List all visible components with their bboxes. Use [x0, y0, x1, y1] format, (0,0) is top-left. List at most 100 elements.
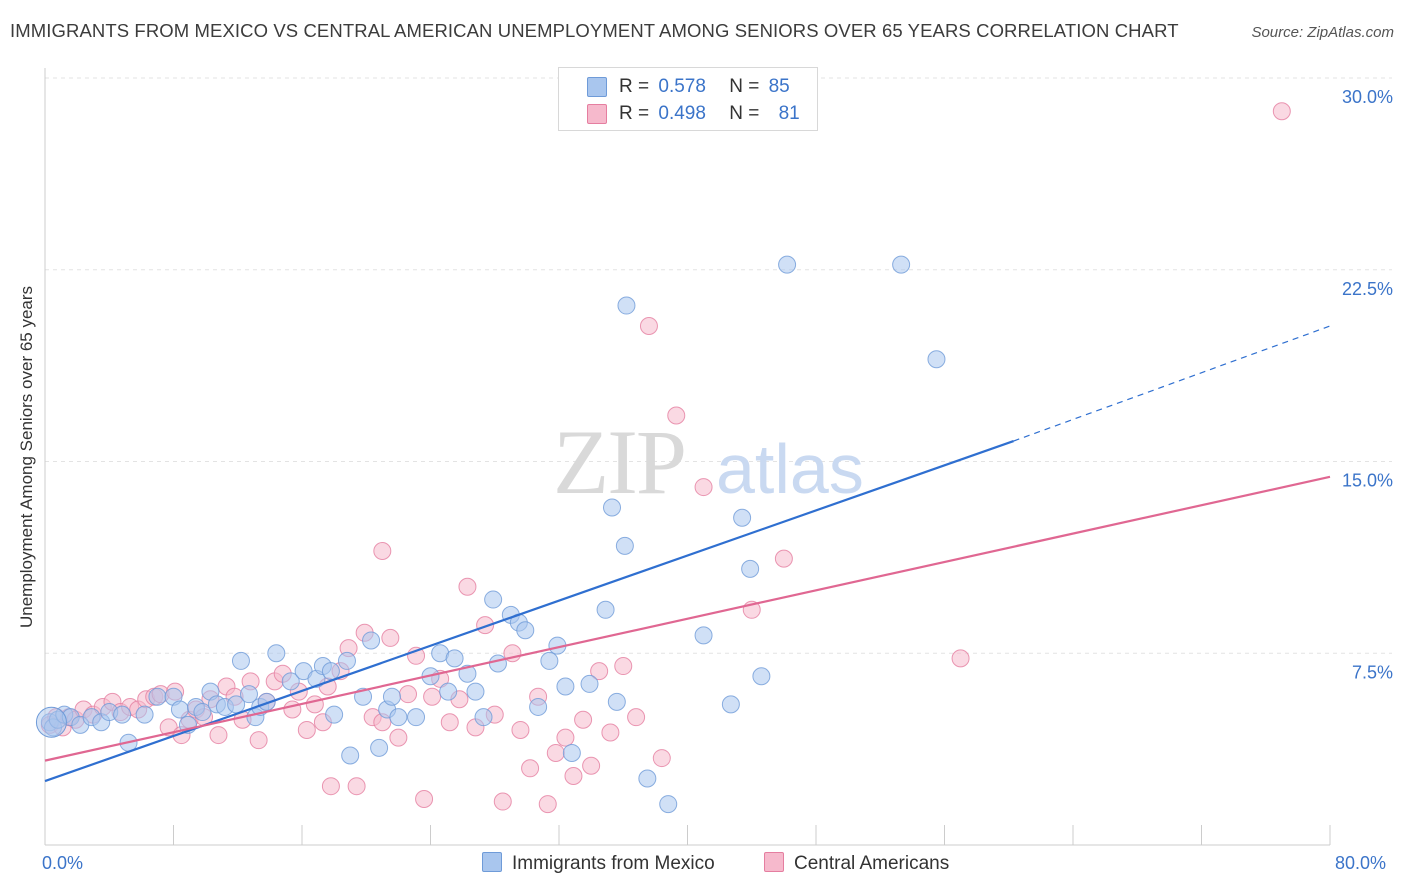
data-point	[267, 644, 286, 663]
watermark-zip: ZIP	[553, 411, 685, 513]
data-point	[281, 672, 300, 691]
legend-r-value: 0.498	[658, 103, 706, 124]
y-tick-label: 22.5%	[1342, 279, 1393, 299]
data-point	[445, 649, 464, 668]
data-point	[778, 255, 797, 274]
data-point	[627, 708, 646, 727]
y-tick-label: 7.5%	[1352, 662, 1393, 682]
trend-line-central	[44, 475, 1331, 762]
mexico-points	[35, 255, 946, 814]
data-point	[466, 682, 485, 701]
data-point	[580, 674, 599, 693]
data-point	[607, 692, 626, 711]
data-point	[257, 692, 276, 711]
bottom-legend-mexico: Immigrants from Mexico	[482, 852, 715, 875]
watermark-atlas: atlas	[716, 430, 864, 508]
data-point	[209, 726, 228, 745]
data-point	[741, 559, 760, 578]
data-point	[148, 687, 167, 706]
data-point	[321, 777, 340, 796]
data-point	[603, 498, 622, 517]
data-point	[951, 649, 970, 668]
bottom-legend-label-central: Central Americans	[794, 853, 950, 874]
data-point	[170, 700, 189, 719]
data-point	[521, 759, 540, 778]
legend-swatch-pink	[587, 104, 607, 124]
data-point	[516, 621, 535, 640]
data-point	[615, 536, 634, 555]
data-point	[892, 255, 911, 274]
data-point	[458, 577, 477, 596]
data-point	[474, 708, 493, 727]
data-point	[382, 687, 401, 706]
data-point	[529, 697, 548, 716]
data-point	[596, 600, 615, 619]
trend-lines	[44, 325, 1331, 783]
legend-n-value: 81	[778, 103, 800, 124]
data-point	[373, 541, 392, 560]
grid-lines	[45, 77, 1392, 654]
legend-swatch-blue	[587, 77, 607, 97]
data-point	[370, 738, 389, 757]
chart-title: IMMIGRANTS FROM MEXICO VS CENTRAL AMERIC…	[10, 20, 1179, 41]
data-point	[694, 478, 713, 497]
data-point	[652, 749, 671, 768]
data-point	[458, 664, 477, 683]
data-point	[493, 792, 512, 811]
data-point	[337, 651, 356, 670]
data-point	[614, 657, 633, 676]
x-tick-max: 80.0%	[1335, 853, 1387, 873]
trend-line-mexico-extension	[1013, 325, 1331, 442]
data-point	[590, 662, 609, 681]
data-point	[440, 713, 459, 732]
data-point	[325, 705, 344, 724]
data-point	[927, 350, 946, 369]
data-point	[113, 705, 132, 724]
data-point	[321, 662, 340, 681]
data-point	[564, 766, 583, 785]
y-tick-labels: 7.5% 15.0% 22.5% 30.0%	[1342, 87, 1393, 682]
data-point	[617, 296, 636, 315]
bottom-legend-swatch-pink	[764, 852, 784, 872]
data-point	[347, 777, 366, 796]
bottom-legend-label-mexico: Immigrants from Mexico	[512, 853, 715, 874]
data-point	[1272, 102, 1291, 121]
data-point	[774, 549, 793, 568]
y-tick-label: 30.0%	[1342, 87, 1393, 107]
legend-r-label: R =	[619, 103, 650, 124]
data-point	[239, 685, 258, 704]
bottom-legend-swatch-blue	[482, 852, 502, 872]
bottom-legend-central: Central Americans	[764, 852, 949, 875]
data-point	[638, 769, 657, 788]
legend-r-value: 0.578	[658, 76, 706, 97]
data-point	[546, 743, 565, 762]
data-point	[538, 795, 557, 814]
data-point	[341, 746, 360, 765]
data-point	[574, 710, 593, 729]
x-tick-min: 0.0%	[42, 853, 84, 873]
correlation-legend: R = 0.578 N = 85 R = 0.498 N = 81	[558, 67, 818, 131]
data-point	[381, 628, 400, 647]
data-point	[283, 700, 302, 719]
data-point	[752, 667, 771, 686]
data-point	[556, 677, 575, 696]
data-point-cluster	[35, 706, 67, 738]
data-point	[135, 705, 154, 724]
data-point	[389, 708, 408, 727]
data-point	[562, 743, 581, 762]
legend-r-label: R =	[619, 76, 650, 97]
axes	[44, 68, 1331, 846]
watermark: ZIP atlas	[553, 411, 864, 513]
data-point	[733, 508, 752, 527]
legend-n-label: N =	[729, 103, 760, 124]
data-point	[582, 756, 601, 775]
data-point	[423, 687, 442, 706]
data-point	[297, 720, 316, 739]
data-point	[399, 685, 418, 704]
data-point	[639, 316, 658, 335]
legend-n-value: 85	[768, 76, 790, 97]
data-point	[476, 616, 495, 635]
data-point	[415, 789, 434, 808]
y-axis-label: Unemployment Among Seniors over 65 years	[17, 285, 36, 629]
